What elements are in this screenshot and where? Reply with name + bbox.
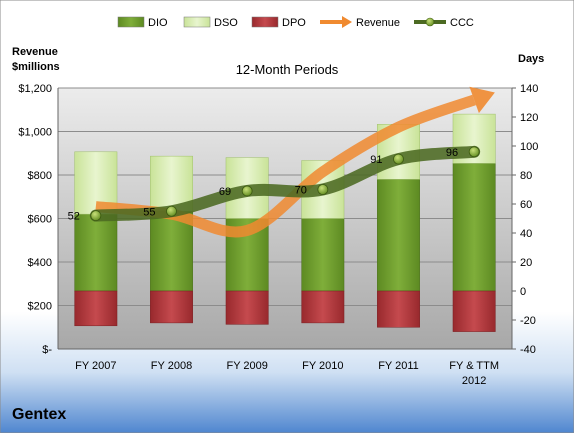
legend-item-dpo: DPO [251, 16, 306, 29]
y2-axis-ticks: -40 -20 0 20 40 60 80 100 120 140 [511, 83, 538, 356]
y-tick-label: $1,200 [18, 83, 52, 95]
ccc-data-label: 52 [68, 211, 80, 223]
bar-dpo [74, 290, 118, 327]
legend-item-revenue: Revenue [320, 16, 400, 29]
legend-item-dio: DIO [117, 16, 168, 29]
ccc-series: 52 55 69 70 91 96 [68, 145, 481, 223]
bar-dio [74, 213, 118, 292]
y-axis-title: Revenue $millions [12, 46, 61, 73]
legend-swatch-head [342, 16, 352, 28]
ccc-point [90, 210, 102, 222]
bar-dpo [452, 290, 496, 332]
legend-swatch [251, 16, 279, 28]
ccc-point [166, 205, 177, 217]
y-tick-label: $200 [28, 301, 52, 313]
y2-tick-label: 80 [520, 170, 532, 182]
bar-dpo [150, 290, 193, 324]
x-tick-label: FY 2009 [226, 360, 267, 372]
ccc-line [89, 145, 481, 222]
legend: DIO DSO DPO Revenue CCC [117, 16, 474, 29]
ccc-data-label: 55 [143, 206, 155, 218]
chart-title: 12-Month Periods [236, 62, 339, 77]
bar-dio [377, 179, 420, 292]
x-tick-label: FY 2011 [378, 360, 419, 372]
x-axis-ticks: FY 2007 FY 2008 FY 2009 FY 2010 FY 2011 FY & … [75, 360, 499, 387]
y2-tick-label: 40 [520, 228, 532, 240]
ccc-point [468, 146, 480, 158]
bar-dpo [301, 290, 345, 324]
x-tick-label: FY & TTM [449, 360, 499, 372]
ccc-data-label: 91 [370, 154, 382, 166]
legend-swatch [183, 16, 211, 28]
y2-tick-label: 100 [520, 141, 538, 153]
y-tick-label: $400 [28, 257, 52, 269]
legend-item-ccc: CCC [414, 17, 474, 29]
ccc-data-label: 70 [295, 185, 307, 197]
ccc-point [317, 184, 329, 195]
ccc-data-label: 96 [446, 147, 458, 159]
bar-dio [301, 218, 345, 292]
y2-tick-label: -20 [520, 315, 536, 327]
y-tick-label: $800 [28, 170, 52, 182]
y-axis-title-line-2: $millions [12, 61, 60, 73]
bar-dpo [377, 290, 420, 328]
y-tick-label: $600 [28, 214, 52, 226]
legend-label: CCC [450, 17, 474, 29]
ccc-point [241, 185, 253, 197]
x-tick-label: FY 2010 [302, 360, 343, 372]
y2-axis-title: Days [518, 53, 544, 65]
legend-label: Revenue [356, 17, 400, 29]
y-tick-label: $1,000 [18, 127, 52, 139]
y-tick-label: $- [42, 344, 52, 356]
legend-swatch [117, 16, 145, 28]
legend-swatch-dot [425, 17, 435, 27]
x-tick-label: 2012 [462, 375, 486, 387]
ccc-data-label: 69 [219, 186, 231, 198]
bar-dpo [225, 290, 269, 325]
y-axis-ticks: $- $200 $400 $600 $800 $1,000 $1,200 [18, 83, 512, 356]
y2-tick-label: 120 [520, 112, 538, 124]
y2-tick-label: 140 [520, 83, 538, 95]
bar-dio [452, 163, 496, 292]
revenue-arrowhead [469, 86, 495, 114]
ccc-point [393, 153, 404, 165]
legend-label: DSO [214, 17, 238, 29]
x-tick-label: FY 2008 [151, 360, 192, 372]
legend-item-dso: DSO [183, 16, 238, 29]
y2-tick-label: 0 [520, 286, 526, 298]
x-tick-label: FY 2007 [75, 360, 116, 372]
legend-label: DIO [148, 17, 168, 29]
legend-label: DPO [282, 17, 306, 29]
y-axis-title-line-1: Revenue [12, 46, 58, 58]
y2-tick-label: -40 [520, 344, 536, 356]
y2-tick-label: 60 [520, 199, 532, 211]
company-label: Gentex [12, 406, 66, 423]
bar-dio [150, 211, 193, 292]
y2-tick-label: 20 [520, 257, 532, 269]
